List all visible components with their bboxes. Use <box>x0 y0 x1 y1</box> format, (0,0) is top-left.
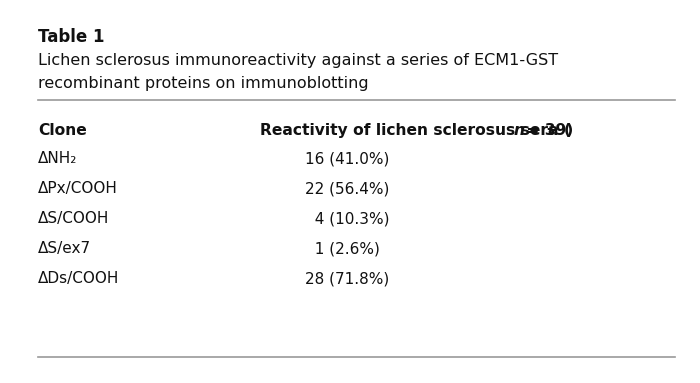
Text: Table 1: Table 1 <box>38 28 104 46</box>
Text: ΔPx/COOH: ΔPx/COOH <box>38 181 118 196</box>
Text: ΔS/ex7: ΔS/ex7 <box>38 241 91 256</box>
Text: 4 (10.3%): 4 (10.3%) <box>305 211 389 226</box>
Text: Lichen sclerosus immunoreactivity against a series of ECM1-GST: Lichen sclerosus immunoreactivity agains… <box>38 53 558 68</box>
Text: Clone: Clone <box>38 123 87 138</box>
Text: 28 (71.8%): 28 (71.8%) <box>305 271 389 286</box>
Text: 22 (56.4%): 22 (56.4%) <box>305 181 389 196</box>
Text: 1 (2.6%): 1 (2.6%) <box>305 241 380 256</box>
Text: 16 (41.0%): 16 (41.0%) <box>305 151 389 166</box>
Text: ΔDs/COOH: ΔDs/COOH <box>38 271 120 286</box>
Text: recombinant proteins on immunoblotting: recombinant proteins on immunoblotting <box>38 76 369 91</box>
Text: n: n <box>514 123 524 138</box>
Text: Reactivity of lichen sclerosus sera (: Reactivity of lichen sclerosus sera ( <box>260 123 571 138</box>
Text: = 39): = 39) <box>521 123 573 138</box>
Text: ΔS/COOH: ΔS/COOH <box>38 211 109 226</box>
Text: ΔNH₂: ΔNH₂ <box>38 151 78 166</box>
